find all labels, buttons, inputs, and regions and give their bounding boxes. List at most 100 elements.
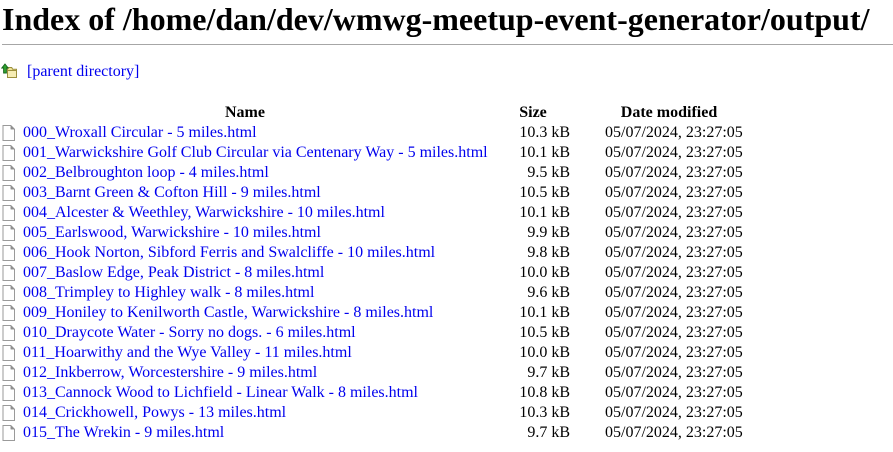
file-link[interactable]: 005_Earlswood, Warwickshire - 10 miles.h…: [0, 223, 490, 243]
file-size: 9.9 kB: [527, 223, 570, 241]
file-link[interactable]: 000_Wroxall Circular - 5 miles.html: [0, 123, 490, 143]
table-row: 006_Hook Norton, Sibford Ferris and Swal…: [0, 243, 762, 263]
file-size: 10.8 kB: [519, 383, 570, 401]
file-size: 10.3 kB: [519, 403, 570, 421]
file-date-modified: 05/07/2024, 23:27:05: [605, 203, 743, 221]
table-row: 011_Hoarwithy and the Wye Valley - 11 mi…: [0, 343, 762, 363]
file-name: 007_Baslow Edge, Peak District - 8 miles…: [23, 263, 325, 281]
file-icon: [2, 204, 16, 221]
file-date-modified: 05/07/2024, 23:27:05: [605, 283, 743, 301]
file-icon: [2, 224, 16, 241]
table-row: 009_Honiley to Kenilworth Castle, Warwic…: [0, 303, 762, 323]
file-size: 10.1 kB: [519, 303, 570, 321]
file-size: 10.5 kB: [519, 323, 570, 341]
table-row: 001_Warwickshire Golf Club Circular via …: [0, 143, 762, 163]
table-row: 004_Alcester & Weethley, Warwickshire - …: [0, 203, 762, 223]
file-link[interactable]: 003_Barnt Green & Cofton Hill - 9 miles.…: [0, 183, 490, 203]
file-link[interactable]: 015_The Wrekin - 9 miles.html: [0, 423, 490, 443]
file-link[interactable]: 014_Crickhowell, Powys - 13 miles.html: [0, 403, 490, 423]
file-icon: [2, 144, 16, 161]
file-date-modified: 05/07/2024, 23:27:05: [605, 303, 743, 321]
file-icon: [2, 184, 16, 201]
file-icon: [2, 124, 16, 141]
file-date-modified: 05/07/2024, 23:27:05: [605, 383, 743, 401]
file-name: 014_Crickhowell, Powys - 13 miles.html: [23, 403, 287, 421]
file-icon: [2, 164, 16, 181]
file-link[interactable]: 001_Warwickshire Golf Club Circular via …: [0, 143, 490, 163]
table-row: 008_Trimpley to Highley walk - 8 miles.h…: [0, 283, 762, 303]
table-row: 014_Crickhowell, Powys - 13 miles.html 1…: [0, 403, 762, 423]
file-date-modified: 05/07/2024, 23:27:05: [605, 183, 743, 201]
table-row: 000_Wroxall Circular - 5 miles.html 10.3…: [0, 123, 762, 143]
file-link[interactable]: 010_Draycote Water - Sorry no dogs. - 6 …: [0, 323, 490, 343]
file-size: 10.1 kB: [519, 143, 570, 161]
file-link[interactable]: 002_Belbroughton loop - 4 miles.html: [0, 163, 490, 183]
file-link[interactable]: 011_Hoarwithy and the Wye Valley - 11 mi…: [0, 343, 490, 363]
file-name: 003_Barnt Green & Cofton Hill - 9 miles.…: [23, 183, 321, 201]
file-date-modified: 05/07/2024, 23:27:05: [605, 243, 743, 261]
table-row: 002_Belbroughton loop - 4 miles.html 9.5…: [0, 163, 762, 183]
file-link[interactable]: 004_Alcester & Weethley, Warwickshire - …: [0, 203, 490, 223]
file-name: 000_Wroxall Circular - 5 miles.html: [23, 123, 257, 141]
file-table: Name Size Date modified 000_Wroxall Circ…: [0, 103, 762, 443]
file-link[interactable]: 006_Hook Norton, Sibford Ferris and Swal…: [0, 243, 490, 263]
file-size: 10.3 kB: [519, 123, 570, 141]
file-date-modified: 05/07/2024, 23:27:05: [605, 263, 743, 281]
file-name: 001_Warwickshire Golf Club Circular via …: [23, 143, 488, 161]
file-date-modified: 05/07/2024, 23:27:05: [605, 423, 743, 441]
file-name: 006_Hook Norton, Sibford Ferris and Swal…: [23, 243, 436, 261]
table-row: 005_Earlswood, Warwickshire - 10 miles.h…: [0, 223, 762, 243]
file-name: 008_Trimpley to Highley walk - 8 miles.h…: [23, 283, 315, 301]
file-link[interactable]: 007_Baslow Edge, Peak District - 8 miles…: [0, 263, 490, 283]
table-header-row: Name Size Date modified: [0, 103, 762, 123]
file-date-modified: 05/07/2024, 23:27:05: [605, 223, 743, 241]
file-link[interactable]: 009_Honiley to Kenilworth Castle, Warwic…: [0, 303, 490, 323]
file-name: 009_Honiley to Kenilworth Castle, Warwic…: [23, 303, 434, 321]
table-row: 012_Inkberrow, Worcestershire - 9 miles.…: [0, 363, 762, 383]
file-date-modified: 05/07/2024, 23:27:05: [605, 163, 743, 181]
parent-directory-label: [parent directory]: [27, 62, 140, 80]
column-header-size[interactable]: Size: [519, 103, 547, 121]
file-icon: [2, 324, 16, 341]
table-row: 015_The Wrekin - 9 miles.html 9.7 kB 05/…: [0, 423, 762, 443]
file-size: 9.6 kB: [527, 283, 570, 301]
file-icon: [2, 364, 16, 381]
file-icon: [2, 304, 16, 321]
file-name: 004_Alcester & Weethley, Warwickshire - …: [23, 203, 385, 221]
file-date-modified: 05/07/2024, 23:27:05: [605, 123, 743, 141]
column-header-name[interactable]: Name: [225, 103, 265, 121]
parent-directory-row: [parent directory]: [0, 62, 893, 82]
file-link[interactable]: 008_Trimpley to Highley walk - 8 miles.h…: [0, 283, 490, 303]
page-title: Index of /home/dan/dev/wmwg-meetup-event…: [2, 2, 893, 45]
file-icon: [2, 424, 16, 441]
file-date-modified: 05/07/2024, 23:27:05: [605, 363, 743, 381]
file-icon: [2, 384, 16, 401]
file-size: 10.0 kB: [519, 263, 570, 281]
file-icon: [2, 344, 16, 361]
file-icon: [2, 404, 16, 421]
file-name: 015_The Wrekin - 9 miles.html: [23, 423, 225, 441]
table-row: 010_Draycote Water - Sorry no dogs. - 6 …: [0, 323, 762, 343]
table-row: 003_Barnt Green & Cofton Hill - 9 miles.…: [0, 183, 762, 203]
file-size: 9.5 kB: [527, 163, 570, 181]
column-header-date-modified[interactable]: Date modified: [620, 103, 718, 121]
file-icon: [2, 264, 16, 281]
file-name: 012_Inkberrow, Worcestershire - 9 miles.…: [23, 363, 318, 381]
file-size: 10.1 kB: [519, 203, 570, 221]
file-link[interactable]: 013_Cannock Wood to Lichfield - Linear W…: [0, 383, 490, 403]
file-name: 002_Belbroughton loop - 4 miles.html: [23, 163, 269, 181]
file-size: 10.5 kB: [519, 183, 570, 201]
file-date-modified: 05/07/2024, 23:27:05: [605, 403, 743, 421]
file-icon: [2, 284, 16, 301]
file-size: 10.0 kB: [519, 343, 570, 361]
file-date-modified: 05/07/2024, 23:27:05: [605, 143, 743, 161]
file-size: 9.7 kB: [527, 423, 570, 441]
table-row: 013_Cannock Wood to Lichfield - Linear W…: [0, 383, 762, 403]
file-size: 9.7 kB: [527, 363, 570, 381]
file-name: 011_Hoarwithy and the Wye Valley - 11 mi…: [23, 343, 352, 361]
parent-directory-link[interactable]: [parent directory]: [0, 62, 140, 82]
file-size: 9.8 kB: [527, 243, 570, 261]
file-link[interactable]: 012_Inkberrow, Worcestershire - 9 miles.…: [0, 363, 490, 383]
file-date-modified: 05/07/2024, 23:27:05: [605, 323, 743, 341]
